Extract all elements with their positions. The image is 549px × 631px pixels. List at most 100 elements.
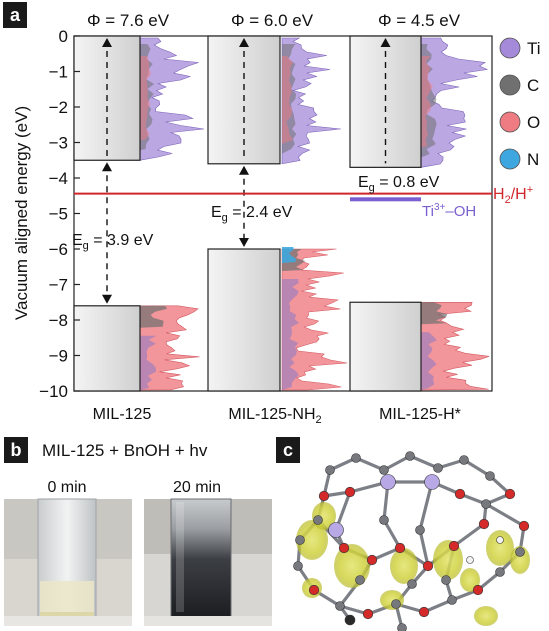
panel-b: b MIL-125 + BnOH + hv 0 min 20 min bbox=[4, 437, 272, 626]
bond bbox=[485, 502, 525, 528]
dos-layer bbox=[139, 37, 490, 391]
arrow-head bbox=[102, 38, 112, 47]
legend-label: C bbox=[527, 76, 539, 95]
bandgap-label: Eg = 2.4 eV bbox=[211, 204, 293, 224]
atom bbox=[454, 488, 466, 500]
category-label: MIL-125-H* bbox=[379, 406, 461, 423]
atom bbox=[478, 518, 490, 530]
atom bbox=[338, 542, 350, 554]
valence-band-bar bbox=[349, 301, 422, 392]
arrow-head bbox=[239, 165, 249, 175]
atom bbox=[515, 547, 525, 557]
x-category-labels: MIL-125 MIL-125-NH2 MIL-125-H* bbox=[93, 406, 461, 426]
legend-swatch bbox=[499, 37, 521, 59]
atom bbox=[344, 614, 356, 626]
atom bbox=[394, 542, 406, 554]
y-tick-label: −6 bbox=[49, 240, 68, 259]
molecule-structure bbox=[293, 451, 530, 631]
category-label: MIL-125 bbox=[93, 406, 152, 423]
spin-density-lobe bbox=[334, 544, 370, 588]
bond bbox=[453, 522, 485, 548]
panel-b-badge bbox=[4, 437, 28, 463]
bond bbox=[383, 454, 411, 472]
y-axis: 0 −1 −2 −3 −4 −5 −6 −7 −8 −9 −10 bbox=[39, 27, 80, 401]
atom bbox=[424, 474, 440, 490]
bars-layer bbox=[73, 35, 492, 392]
atom bbox=[448, 540, 460, 552]
y-tick-label: 0 bbox=[59, 27, 68, 46]
atom bbox=[366, 554, 378, 566]
atom bbox=[441, 575, 451, 585]
atom bbox=[379, 465, 389, 475]
y-tick-label: −7 bbox=[49, 276, 68, 295]
atom bbox=[380, 474, 396, 490]
photo-label: 20 min bbox=[173, 479, 221, 496]
dos-o-conduction bbox=[282, 56, 294, 144]
atom bbox=[318, 490, 330, 502]
dos-ti-valence bbox=[282, 279, 299, 390]
arrow-head bbox=[239, 38, 249, 47]
dos-o-valence bbox=[281, 248, 348, 391]
y-tick-label: −5 bbox=[49, 205, 68, 224]
atom bbox=[293, 561, 303, 571]
atom bbox=[362, 608, 374, 620]
atom bbox=[481, 499, 491, 509]
dos-o-conduction bbox=[421, 56, 433, 148]
arrow-head bbox=[102, 162, 112, 172]
atom bbox=[405, 451, 415, 461]
spin-density-lobe bbox=[474, 606, 498, 626]
panel-c-letter: c bbox=[283, 440, 293, 460]
work-function-labels: Φ = 7.6 eV Φ = 6.0 eV Φ = 4.5 eV bbox=[87, 11, 461, 30]
atom bbox=[328, 522, 344, 538]
atom bbox=[418, 606, 430, 618]
panel-b-letter: b bbox=[11, 440, 22, 460]
atom bbox=[459, 455, 469, 465]
atom bbox=[415, 525, 425, 535]
spin-density-lobe bbox=[510, 546, 530, 574]
atom bbox=[496, 536, 504, 544]
bond bbox=[418, 529, 430, 567]
dos-ti-valence bbox=[140, 335, 157, 390]
atom bbox=[518, 520, 530, 532]
atom bbox=[397, 623, 407, 631]
dos-c-valence bbox=[140, 305, 168, 328]
vial-dark bbox=[170, 498, 232, 620]
panel-a-letter: a bbox=[10, 5, 21, 25]
atom bbox=[313, 515, 323, 525]
bandgap-label: Eg = 0.8 eV bbox=[358, 174, 440, 194]
y-tick-label: −10 bbox=[39, 382, 68, 401]
valence-band-bar bbox=[207, 248, 281, 392]
arrow-head bbox=[239, 238, 249, 247]
photo-0min bbox=[4, 498, 132, 626]
dos-n-valence bbox=[282, 247, 297, 263]
dos-o-conduction bbox=[140, 56, 152, 141]
bond bbox=[463, 458, 491, 478]
atom bbox=[391, 599, 401, 609]
spin-density-lobe bbox=[380, 590, 404, 610]
y-axis-label: Vacuum aligned energy (eV) bbox=[12, 106, 31, 320]
midgap-state-label: Ti3+–OH bbox=[422, 202, 476, 220]
legend-label: O bbox=[527, 113, 540, 132]
legend-swatch bbox=[499, 111, 521, 133]
reference-line-label: H2/H+ bbox=[493, 184, 533, 206]
y-tick-label: −3 bbox=[49, 134, 68, 153]
legend-label: Ti bbox=[527, 39, 541, 58]
bond bbox=[409, 454, 439, 470]
panel-a: a 0 −1 −2 −3 −4 −5 −6 −7 −8 −9 −10 Vacuum aligned … bbox=[3, 2, 541, 426]
spin-density-lobe bbox=[390, 548, 418, 584]
arrow-head bbox=[102, 294, 112, 304]
y-tick-label: −9 bbox=[49, 347, 68, 366]
panel-c: c bbox=[276, 437, 530, 631]
photo-label: 0 min bbox=[47, 479, 86, 496]
conduction-band-bar bbox=[349, 35, 422, 168]
atom bbox=[485, 471, 495, 481]
bond bbox=[382, 519, 402, 549]
work-function-label: Φ = 4.5 eV bbox=[378, 11, 461, 30]
work-function-label: Φ = 6.0 eV bbox=[231, 11, 314, 30]
dos-ti-conduction bbox=[281, 37, 341, 165]
atom bbox=[447, 595, 457, 605]
spin-density-lobe bbox=[486, 530, 514, 566]
spin-density-lobe bbox=[296, 520, 328, 560]
atom bbox=[472, 584, 484, 596]
